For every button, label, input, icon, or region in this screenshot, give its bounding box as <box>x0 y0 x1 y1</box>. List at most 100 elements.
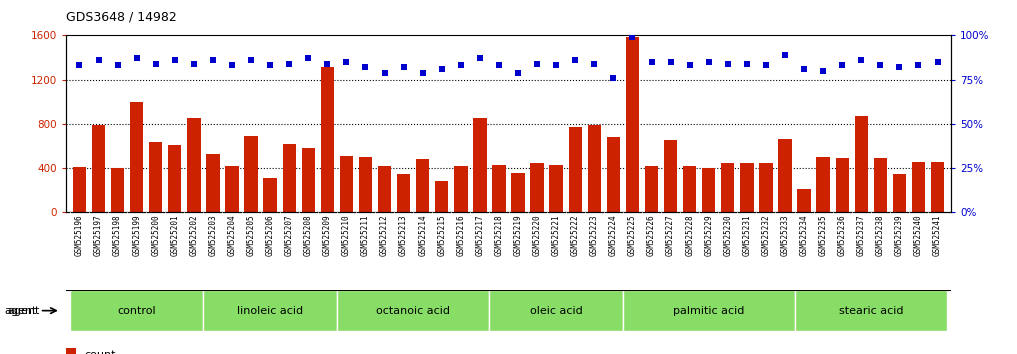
Text: GSM525198: GSM525198 <box>113 215 122 256</box>
Point <box>262 63 279 68</box>
Point <box>204 57 221 63</box>
Text: GSM525230: GSM525230 <box>723 215 732 256</box>
Text: GDS3648 / 14982: GDS3648 / 14982 <box>66 11 177 24</box>
Point <box>376 70 393 75</box>
Text: octanoic acid: octanoic acid <box>376 306 451 316</box>
Bar <box>778 139 791 212</box>
Bar <box>683 166 697 212</box>
Bar <box>912 161 925 212</box>
Bar <box>702 168 715 212</box>
Point <box>815 68 831 74</box>
Bar <box>760 162 773 212</box>
Point <box>186 61 202 67</box>
Text: GSM525202: GSM525202 <box>189 215 198 256</box>
Bar <box>149 142 163 212</box>
Text: GSM525208: GSM525208 <box>304 215 313 256</box>
Text: GSM525207: GSM525207 <box>285 215 294 256</box>
Point <box>586 61 602 67</box>
Bar <box>283 144 296 212</box>
Text: oleic acid: oleic acid <box>530 306 583 316</box>
Bar <box>489 290 622 331</box>
Point <box>605 75 621 81</box>
Bar <box>836 158 849 212</box>
Point <box>433 66 450 72</box>
Text: GSM525235: GSM525235 <box>819 215 828 256</box>
Point <box>224 63 240 68</box>
Text: GSM525232: GSM525232 <box>762 215 771 256</box>
Point <box>128 56 144 61</box>
Text: GSM525221: GSM525221 <box>551 215 560 256</box>
Bar <box>512 172 525 212</box>
Text: GSM525200: GSM525200 <box>152 215 161 256</box>
Text: GSM525227: GSM525227 <box>666 215 675 256</box>
Point <box>701 59 717 65</box>
Bar <box>435 181 448 212</box>
Bar <box>794 290 947 331</box>
Bar <box>92 125 105 212</box>
Bar <box>111 168 124 212</box>
Bar <box>797 189 811 212</box>
Point <box>91 57 107 63</box>
Point <box>300 56 316 61</box>
Text: GSM525199: GSM525199 <box>132 215 141 256</box>
Point <box>396 64 412 70</box>
Bar <box>473 118 486 212</box>
Point <box>891 64 907 70</box>
Bar <box>130 102 143 212</box>
Point <box>281 61 297 67</box>
Bar <box>378 166 392 212</box>
Text: GSM525233: GSM525233 <box>780 215 789 256</box>
Bar <box>625 36 639 212</box>
Text: GSM525210: GSM525210 <box>342 215 351 256</box>
Bar <box>664 141 677 212</box>
Text: GSM525224: GSM525224 <box>609 215 618 256</box>
Text: GSM525240: GSM525240 <box>914 215 923 256</box>
Point <box>529 61 545 67</box>
Text: GSM525231: GSM525231 <box>742 215 752 256</box>
Bar <box>854 116 868 212</box>
Bar <box>340 156 353 212</box>
Text: GSM525211: GSM525211 <box>361 215 370 256</box>
Bar <box>588 125 601 212</box>
Text: GSM525206: GSM525206 <box>265 215 275 256</box>
Point <box>644 59 660 65</box>
Text: GSM525222: GSM525222 <box>571 215 580 256</box>
Bar <box>70 290 203 331</box>
Bar <box>416 159 429 212</box>
Text: GSM525226: GSM525226 <box>647 215 656 256</box>
Text: GSM525217: GSM525217 <box>475 215 484 256</box>
Bar <box>622 290 794 331</box>
Point <box>624 34 641 40</box>
Point <box>853 57 870 63</box>
Bar <box>607 137 620 212</box>
Point <box>510 70 526 75</box>
Text: control: control <box>117 306 156 316</box>
Bar <box>226 166 239 212</box>
Point <box>71 63 87 68</box>
Bar <box>645 166 658 212</box>
Text: GSM525228: GSM525228 <box>685 215 695 256</box>
Text: GSM525209: GSM525209 <box>322 215 332 256</box>
Text: GSM525234: GSM525234 <box>799 215 809 256</box>
Bar <box>359 157 372 212</box>
Point <box>796 66 813 72</box>
Text: palmitic acid: palmitic acid <box>673 306 744 316</box>
Point <box>415 70 431 75</box>
Point <box>834 63 850 68</box>
Point <box>873 63 889 68</box>
Text: GSM525237: GSM525237 <box>856 215 865 256</box>
Text: GSM525220: GSM525220 <box>533 215 542 256</box>
Point <box>567 57 584 63</box>
Text: GSM525216: GSM525216 <box>457 215 466 256</box>
Bar <box>302 148 315 212</box>
Bar <box>244 136 257 212</box>
Bar <box>569 127 582 212</box>
Text: agent: agent <box>4 306 37 316</box>
Bar <box>168 145 181 212</box>
Text: GSM525238: GSM525238 <box>876 215 885 256</box>
Text: GSM525201: GSM525201 <box>170 215 179 256</box>
Text: GSM525229: GSM525229 <box>704 215 713 256</box>
Point <box>167 57 183 63</box>
Bar <box>73 167 86 212</box>
Bar <box>817 157 830 212</box>
